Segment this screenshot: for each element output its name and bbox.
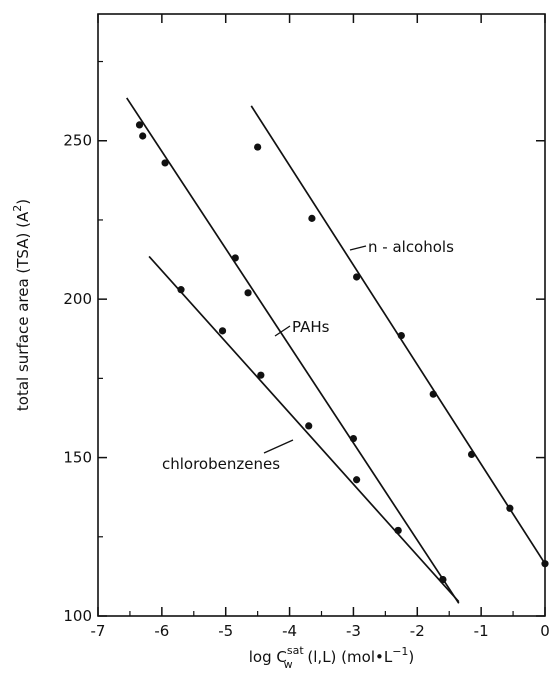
annotation-leader <box>274 325 291 337</box>
y-axis-title: total surface area (TSA) (A2) <box>11 199 32 411</box>
y-tick-label: 200 <box>63 290 92 308</box>
y-tick-label: 150 <box>63 449 92 467</box>
data-point <box>177 286 185 294</box>
x-tick-label: -3 <box>346 622 361 640</box>
data-point <box>394 526 402 535</box>
x-tick-label: -7 <box>91 622 106 640</box>
data-point <box>231 254 239 262</box>
data-point <box>244 289 252 297</box>
annotations: n - alcohols PAHs chlorobenzenes <box>162 238 454 473</box>
annotation-leader <box>263 439 294 454</box>
plot-frame <box>97 13 546 617</box>
plot-border <box>97 13 546 617</box>
x-tick-label: -2 <box>410 622 425 640</box>
data-points <box>135 121 549 584</box>
x-axis-title: log Csat w (l,L) (mol•L−1) <box>249 644 415 671</box>
annotation-leader <box>349 245 367 251</box>
data-point <box>257 371 265 379</box>
data-point <box>218 327 227 335</box>
data-point <box>506 504 514 512</box>
data-point <box>467 450 476 459</box>
x-tick-label: -6 <box>154 622 169 640</box>
data-point <box>353 273 361 281</box>
fit-line <box>148 255 460 603</box>
ticks: -7 -6 -5 -4 -3 -2 -1 0 100 150 200 250 <box>63 14 550 640</box>
data-point <box>353 476 361 484</box>
data-point <box>161 159 169 167</box>
y-tick-label: 250 <box>63 132 92 150</box>
data-point <box>397 331 405 340</box>
data-point <box>349 434 358 443</box>
annotation-label: PAHs <box>292 318 330 336</box>
data-point <box>429 390 437 398</box>
data-point <box>305 422 313 430</box>
x-tick-label: -1 <box>474 622 489 640</box>
data-point <box>308 214 316 222</box>
x-tick-label: -4 <box>282 622 297 640</box>
data-point <box>139 132 147 140</box>
data-point <box>135 121 144 129</box>
y-tick-label: 100 <box>63 607 92 625</box>
x-tick-label: 0 <box>540 622 550 640</box>
annotation-label: n - alcohols <box>368 238 454 256</box>
data-point <box>541 560 549 568</box>
data-point <box>439 575 447 584</box>
data-point <box>254 143 262 151</box>
fit-line <box>126 97 460 604</box>
x-tick-label: -5 <box>218 622 233 640</box>
fit-lines <box>126 97 546 604</box>
annotation-label: chlorobenzenes <box>162 455 280 473</box>
